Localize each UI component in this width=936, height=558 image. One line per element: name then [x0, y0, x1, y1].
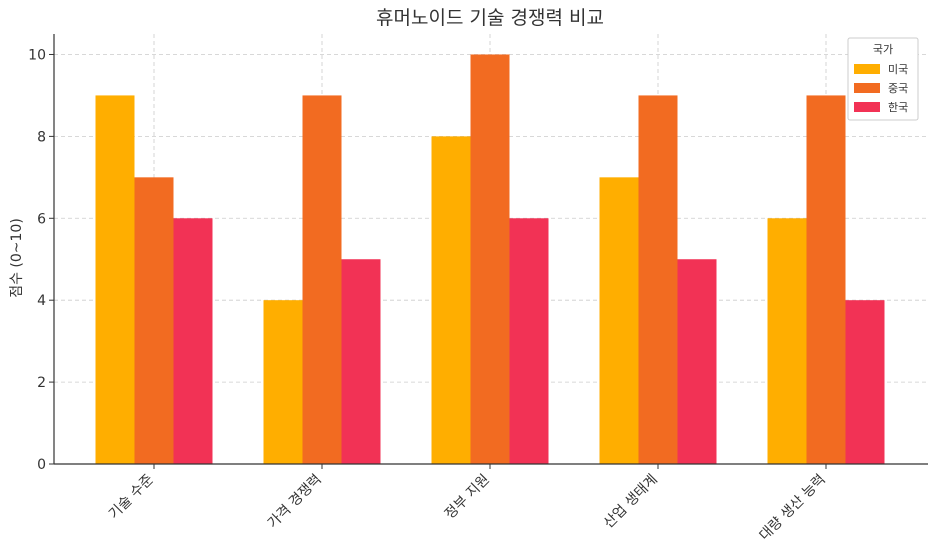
bar [302, 95, 342, 464]
y-tick-label: 10 [28, 47, 46, 63]
y-tick-label: 8 [37, 129, 46, 145]
x-tick-label: 산업 생태계 [601, 472, 661, 532]
chart-title: 휴머노이드 기술 경쟁력 비교 [376, 7, 604, 29]
bar [431, 136, 471, 464]
bar [677, 259, 717, 464]
bar [767, 218, 807, 464]
bar [509, 218, 549, 464]
x-tick-label: 기술 수준 [106, 471, 157, 522]
y-ticks: 0 2 4 6 8 10 [28, 47, 54, 473]
y-axis-label: 점수 (0~10) [9, 218, 25, 298]
legend-label: 한국 [888, 101, 908, 114]
x-ticks: 기술 수준 가격 경쟁력 정부 지원 산업 생태계 대량 생산 능력 [106, 464, 829, 544]
bars [95, 54, 885, 465]
bar [95, 95, 135, 464]
x-tick-label: 대량 생산 능력 [757, 472, 829, 544]
bar [638, 95, 678, 464]
legend-title: 국가 [873, 43, 893, 56]
y-tick-label: 4 [37, 293, 46, 309]
x-tick-label: 정부 지원 [442, 472, 493, 523]
legend-box [847, 37, 919, 121]
bar [806, 95, 846, 464]
y-tick-label: 0 [37, 457, 46, 473]
bar [599, 177, 639, 465]
bar [845, 300, 885, 464]
legend-swatch [854, 102, 880, 112]
legend-label: 중국 [888, 82, 908, 95]
bar [263, 300, 303, 464]
axes [53, 34, 928, 465]
y-tick-label: 2 [37, 375, 46, 391]
y-tick-label: 6 [37, 211, 46, 227]
legend-swatch [854, 83, 880, 93]
legend-swatch [854, 64, 880, 74]
bar [134, 177, 174, 465]
bar [341, 259, 381, 464]
bar [470, 54, 510, 464]
bar [173, 218, 213, 464]
x-tick-label: 가격 경쟁력 [265, 472, 325, 532]
legend-label: 미국 [888, 63, 908, 76]
